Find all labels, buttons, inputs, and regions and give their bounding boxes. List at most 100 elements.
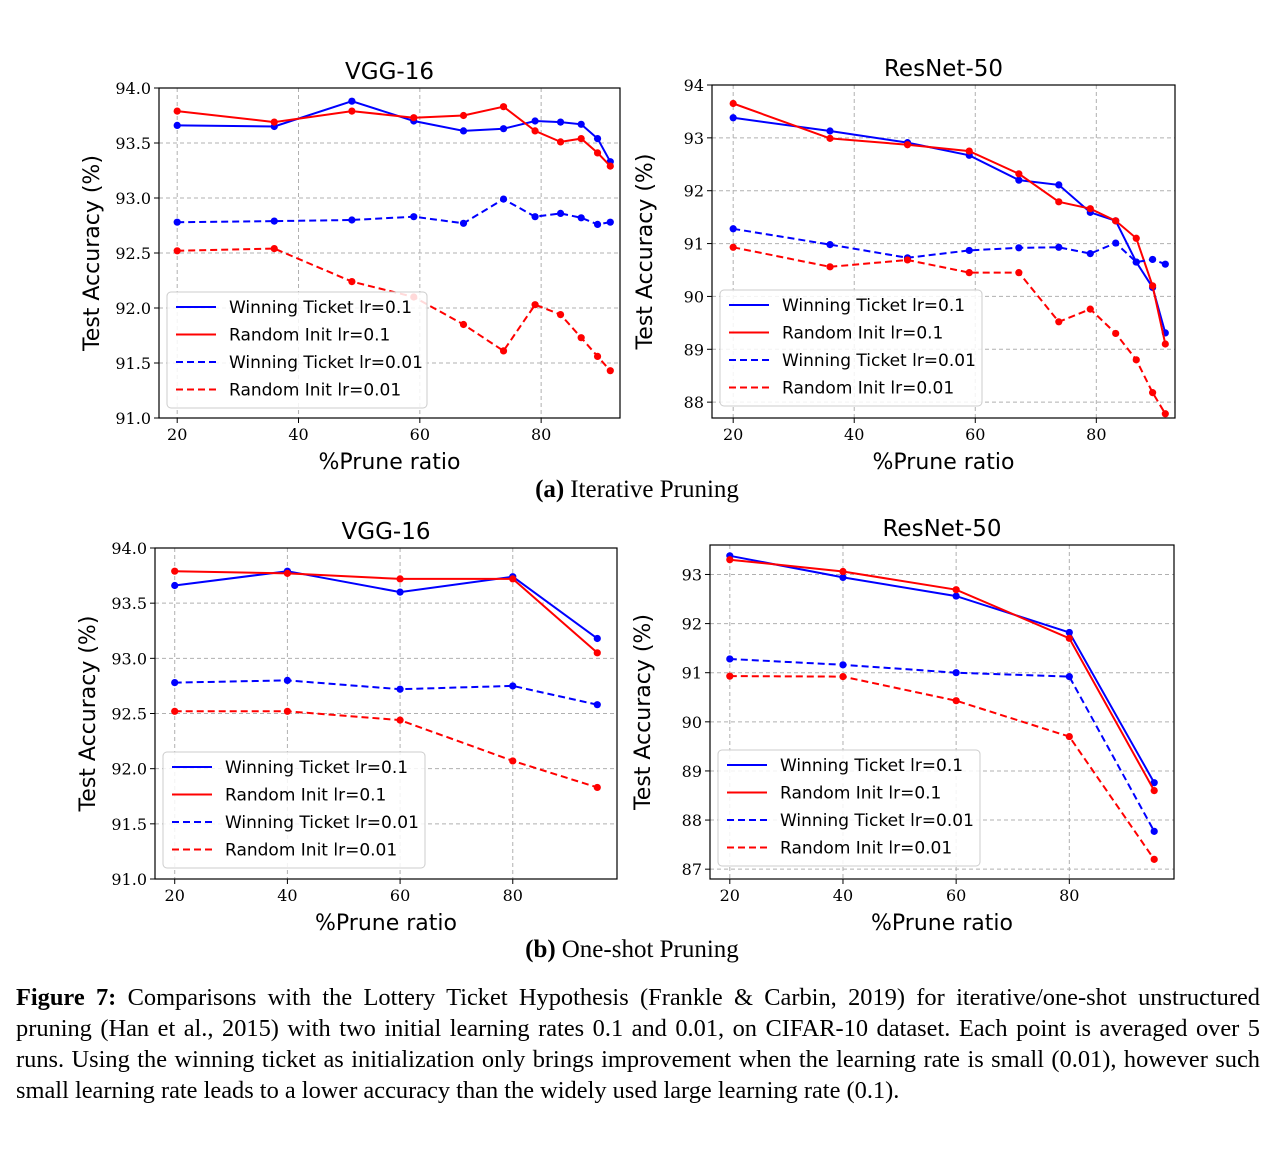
chart-3-series-4-point	[171, 707, 179, 715]
chart-4-series-2-point	[839, 567, 847, 576]
chart-1-series-1-point	[173, 121, 181, 129]
chart-1-series-4-point	[593, 352, 602, 360]
chart-2-legend-label: Winning Ticket lr=0.01	[782, 351, 976, 371]
chart-1-series-2-point	[270, 118, 278, 126]
chart-4-plot-frame	[709, 544, 1175, 880]
chart-3-series-1-point	[396, 588, 404, 596]
chart-3-legend-label: Winning Ticket lr=0.1	[225, 758, 408, 778]
chart-3-series-4	[171, 707, 601, 792]
chart-3-series-4-point	[593, 783, 601, 792]
chart-1-series-4-point	[577, 334, 585, 342]
chart-4-series-4-point	[1065, 732, 1073, 741]
chart-4-legend-box	[717, 749, 981, 867]
chart-1-series-1	[173, 97, 614, 166]
chart-1-ylabel: Test Accuracy (%)	[80, 155, 105, 352]
chart-1-title: VGG-16	[345, 59, 434, 85]
chart-4-series-3-point	[1065, 673, 1073, 681]
chart-2-ytick-label: 93	[684, 129, 704, 148]
chart-2-series-4-point	[1132, 356, 1140, 364]
chart-3-series-2	[171, 567, 601, 657]
chart-3-legend-label: Random Init lr=0.1	[225, 786, 386, 806]
chart-3-series-2-point	[396, 575, 404, 583]
chart-2-series-3-point	[1132, 258, 1140, 266]
chart-2-title: ResNet-50	[884, 56, 1003, 82]
chart-1-series-2-point	[410, 114, 418, 122]
chart-3-series-1-point	[593, 634, 601, 643]
chart-4-series-4-point	[952, 697, 960, 705]
chart-1-ytick-label: 94.0	[115, 79, 151, 98]
chart-2-series-2-point	[1149, 282, 1157, 290]
chart-2-series-1-point	[729, 114, 737, 122]
chart-1: 20 40 60 80 91.0 91.5 92.0 92.5 93.0 93.5 94.0 VGG-…	[80, 59, 621, 475]
chart-2-xtick-label: 40	[844, 425, 864, 444]
chart-2-series-2	[729, 99, 1169, 348]
chart-2-legend-label: Random Init lr=0.1	[782, 324, 943, 344]
chart-1-series-2-point	[606, 162, 614, 170]
chart-2-ylabel: Test Accuracy (%)	[633, 154, 658, 351]
chart-3-series-3-line	[174, 679, 598, 706]
chart-3-ytick-label: 92.5	[111, 705, 147, 724]
chart-1-series-2-point	[499, 103, 508, 111]
chart-1-series-3-point	[348, 216, 356, 224]
chart-2-xtick-label: 80	[1086, 425, 1106, 444]
chart-3-series-4-point	[283, 707, 292, 715]
chart-1-series-1-point	[348, 97, 356, 105]
chart-4-xtick-label: 20	[720, 886, 740, 905]
chart-2-series-4-point	[903, 256, 912, 264]
chart-2-series-4-point	[1055, 318, 1063, 326]
chart-4-legend: Winning Ticket lr=0.1 Random Init lr=0.1 W…	[717, 749, 981, 867]
chart-1-legend-label: Random Init lr=0.1	[229, 326, 390, 346]
chart-3-xtick-label: 40	[277, 886, 297, 905]
chart-2-series-2-point	[1161, 340, 1169, 348]
chart-4-xtick-label: 80	[1059, 886, 1079, 905]
chart-4-series-2-point	[1065, 634, 1073, 642]
chart-2-series-4-point	[1112, 329, 1120, 338]
chart-3-series-1-line	[174, 570, 598, 640]
chart-3-ytick-label: 93.5	[111, 594, 147, 613]
chart-2-ytick-label: 89	[684, 340, 704, 359]
chart-4-series-1-line	[729, 554, 1156, 784]
chart-1-series-4-point	[348, 278, 356, 286]
chart-2-series-4-point	[826, 263, 834, 271]
chart-3-ytick-label: 91.0	[111, 870, 147, 889]
chart-2-series-3-line	[733, 227, 1166, 266]
chart-1-series-3-point	[531, 213, 539, 221]
subfigure-b-text: One-shot Pruning	[562, 936, 740, 963]
chart-4-ytick-label: 93	[682, 565, 702, 584]
chart-3-xlabel: %Prune ratio	[315, 911, 457, 936]
chart-4: 20 40 60 80 87 88 89 90 91 92 93 ResNet-50 %Prune ra…	[631, 516, 1175, 936]
chart-4-legend-label: Random Init lr=0.1	[780, 784, 941, 804]
chart-2-legend-label: Random Init lr=0.01	[782, 379, 954, 399]
chart-4-legend-label: Winning Ticket lr=0.01	[780, 811, 974, 831]
chart-3-legend-label: Winning Ticket lr=0.01	[225, 813, 419, 833]
chart-1-xtick-label: 20	[167, 425, 187, 444]
chart-4-series-4	[726, 672, 1158, 863]
subfigure-a-caption: (a) Iterative Pruning	[535, 476, 739, 503]
chart-4-series-1-point	[1150, 779, 1158, 787]
chart-3-series-4-point	[396, 716, 404, 724]
chart-2-legend: Winning Ticket lr=0.1 Random Init lr=0.1 W…	[719, 289, 983, 407]
chart-1-series-4-point	[606, 367, 614, 375]
chart-1-series-1-point	[556, 118, 565, 126]
chart-3-series-3-point	[283, 676, 292, 685]
chart-4-series-2-point	[952, 586, 960, 594]
chart-2-series-4-point	[1149, 389, 1157, 397]
chart-3-xtick-label: 20	[165, 886, 185, 905]
chart-3-series-2-line	[174, 570, 598, 654]
chart-4-series-3	[726, 655, 1158, 835]
chart-4-title: ResNet-50	[882, 516, 1001, 542]
chart-3-series-3	[171, 676, 601, 709]
chart-1-series-1-point	[577, 120, 585, 128]
chart-4-series-1-point	[839, 573, 847, 582]
subfigure-a-label: (a)	[535, 476, 564, 503]
chart-2-series-4-point	[1015, 269, 1023, 277]
chart-2-series-2-point	[1055, 198, 1063, 206]
chart-2-series-3-point	[1112, 239, 1120, 247]
chart-2-series-1-point	[826, 127, 834, 135]
chart-2-series-2-point	[1132, 234, 1140, 242]
chart-2-ytick-label: 94	[684, 76, 704, 95]
chart-3-series-2-point	[509, 575, 517, 583]
chart-3-series-3-point	[593, 701, 601, 709]
subfigure-b-caption: (b) One-shot Pruning	[525, 936, 739, 963]
chart-1-series-4-point	[531, 301, 539, 309]
